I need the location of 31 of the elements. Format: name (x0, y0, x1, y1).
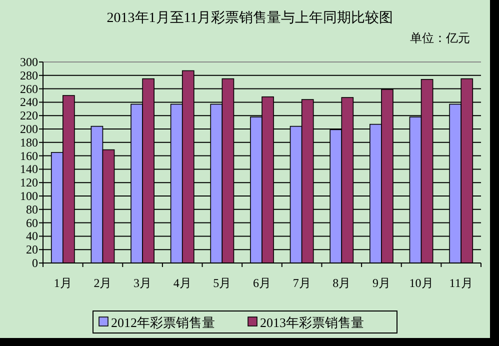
y-tick-label: 120 (20, 176, 38, 190)
text: 单位：亿元 (410, 31, 470, 45)
x-tick-label: 2月 (94, 276, 112, 290)
y-tick-label: 280 (20, 68, 38, 82)
x-tick-label: 6月 (253, 276, 271, 290)
x-tick-label: 9月 (372, 276, 390, 290)
y-tick-label: 20 (26, 242, 38, 257)
chart-title: 2013年1月至11月彩票销售量与上年同期比较图 (106, 10, 394, 26)
y-tick-label: 240 (20, 95, 38, 110)
y-tick-label: 40 (26, 229, 38, 244)
x-tick-label: 10月 (409, 276, 434, 290)
y-tick-label: 180 (20, 135, 38, 150)
x-tick-label: 3月 (134, 276, 152, 290)
y-tick-label: 200 (20, 122, 38, 136)
legend-label: 2013年彩票销售量 (260, 315, 364, 330)
y-tick-label: 160 (20, 148, 38, 163)
x-tick-label: 11月 (449, 276, 473, 290)
y-tick-label: 260 (20, 82, 38, 96)
legend-label: 2012年彩票销售量 (111, 315, 215, 330)
x-tick-label: 1月 (54, 276, 72, 290)
x-tick-label: 7月 (292, 276, 311, 290)
y-tick-label: 100 (20, 189, 38, 203)
x-tick-label: 8月 (332, 276, 351, 290)
y-tick-label: 0 (32, 256, 38, 270)
x-tick-label: 5月 (213, 276, 232, 290)
y-tick-label: 60 (26, 216, 38, 230)
y-tick-label: 220 (20, 108, 38, 123)
y-tick-label: 300 (20, 55, 38, 69)
y-tick-label: 140 (20, 162, 38, 176)
x-tick-label: 4月 (173, 276, 192, 290)
y-tick-label: 80 (26, 202, 38, 216)
